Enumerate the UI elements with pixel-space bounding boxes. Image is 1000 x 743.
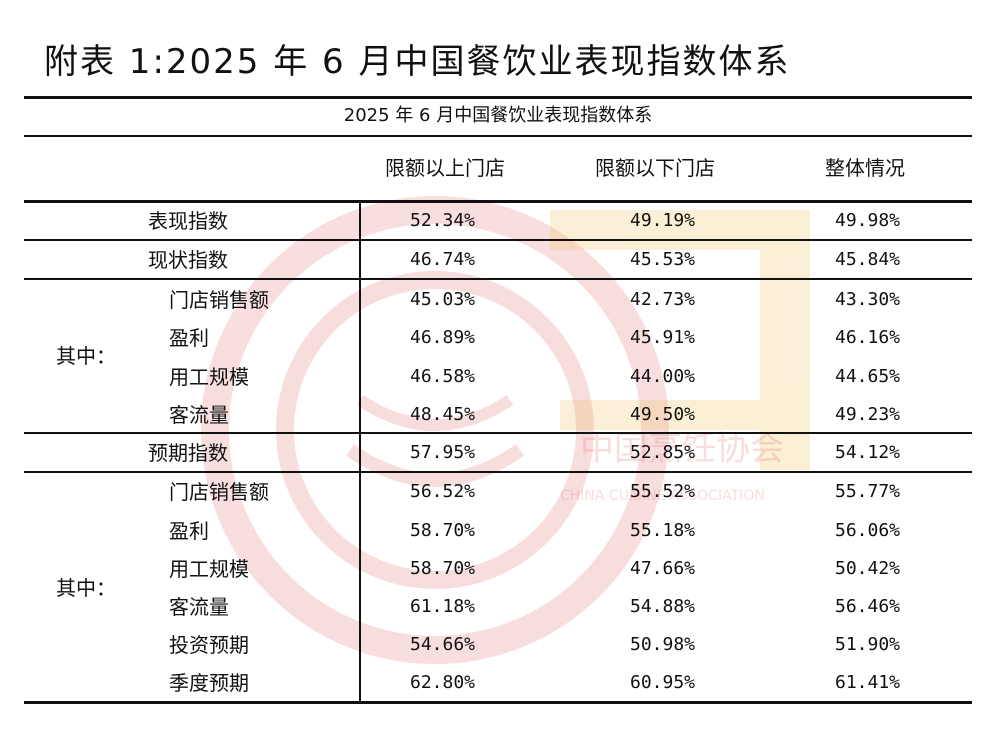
row-label: 盈利 (169, 326, 209, 350)
table-cell: 57.95% (410, 442, 476, 463)
table-cell: 56.46% (835, 596, 901, 617)
table-cell: 54.12% (835, 442, 901, 463)
row-label: 门店销售额 (169, 288, 269, 312)
table-cell: 49.19% (630, 210, 696, 231)
table-cell: 45.03% (410, 289, 476, 310)
table-cell: 42.73% (630, 289, 696, 310)
table-cell: 60.95% (630, 672, 696, 693)
table-cell: 46.74% (410, 249, 476, 270)
row-label: 盈利 (169, 519, 209, 543)
group-label: 其中： (56, 344, 116, 368)
table-cell: 62.80% (410, 672, 476, 693)
row-label: 门店销售额 (169, 480, 269, 504)
table-cell: 45.53% (630, 249, 696, 270)
row-label: 预期指数 (148, 441, 228, 465)
table-cell: 50.98% (630, 634, 696, 655)
table-cell: 48.45% (410, 404, 476, 425)
table-cell: 45.84% (835, 249, 901, 270)
table-cell: 55.77% (835, 481, 901, 502)
table-cell: 45.91% (630, 327, 696, 348)
column-header: 整体情况 (825, 156, 905, 180)
table-cell: 47.66% (630, 558, 696, 579)
table-cell: 55.52% (630, 481, 696, 502)
row-label: 用工规模 (169, 365, 249, 389)
table-cell: 55.18% (630, 520, 696, 541)
table-cell: 52.85% (630, 442, 696, 463)
table-cell: 49.50% (630, 404, 696, 425)
row-label: 表现指数 (148, 209, 228, 233)
table-cell: 56.06% (835, 520, 901, 541)
watermark-logo: 中国烹饪协会 CHINA CUISINE ASSOCIATION (201, 196, 810, 664)
table-cell: 46.16% (835, 327, 901, 348)
table-cell: 46.58% (410, 366, 476, 387)
table-cell: 61.41% (835, 672, 901, 693)
table-cell: 44.00% (630, 366, 696, 387)
table-cell: 46.89% (410, 327, 476, 348)
table-cell: 58.70% (410, 520, 476, 541)
table-cell: 61.18% (410, 596, 476, 617)
table-caption: 2025 年 6 月中国餐饮业表现指数体系 (343, 105, 653, 126)
row-label: 客流量 (169, 595, 229, 619)
table-cell: 54.88% (630, 596, 696, 617)
column-header: 限额以下门店 (595, 156, 715, 180)
table-cell: 58.70% (410, 558, 476, 579)
table-cell: 44.65% (835, 366, 901, 387)
row-label: 投资预期 (169, 633, 249, 657)
table-cell: 43.30% (835, 289, 901, 310)
table-cell: 56.52% (410, 481, 476, 502)
page-title: 附表 1:2025 年 6 月中国餐饮业表现指数体系 (44, 42, 791, 82)
group-label: 其中： (56, 576, 116, 600)
table-cell: 49.98% (835, 210, 901, 231)
table-cell: 49.23% (835, 404, 901, 425)
row-label: 季度预期 (169, 671, 249, 695)
table-cell: 50.42% (835, 558, 901, 579)
row-label: 客流量 (169, 403, 229, 427)
row-label: 用工规模 (169, 557, 249, 581)
row-label: 现状指数 (148, 248, 228, 272)
table-cell: 51.90% (835, 634, 901, 655)
table-cell: 54.66% (410, 634, 476, 655)
table-cell: 52.34% (410, 210, 476, 231)
column-header: 限额以上门店 (385, 156, 505, 180)
